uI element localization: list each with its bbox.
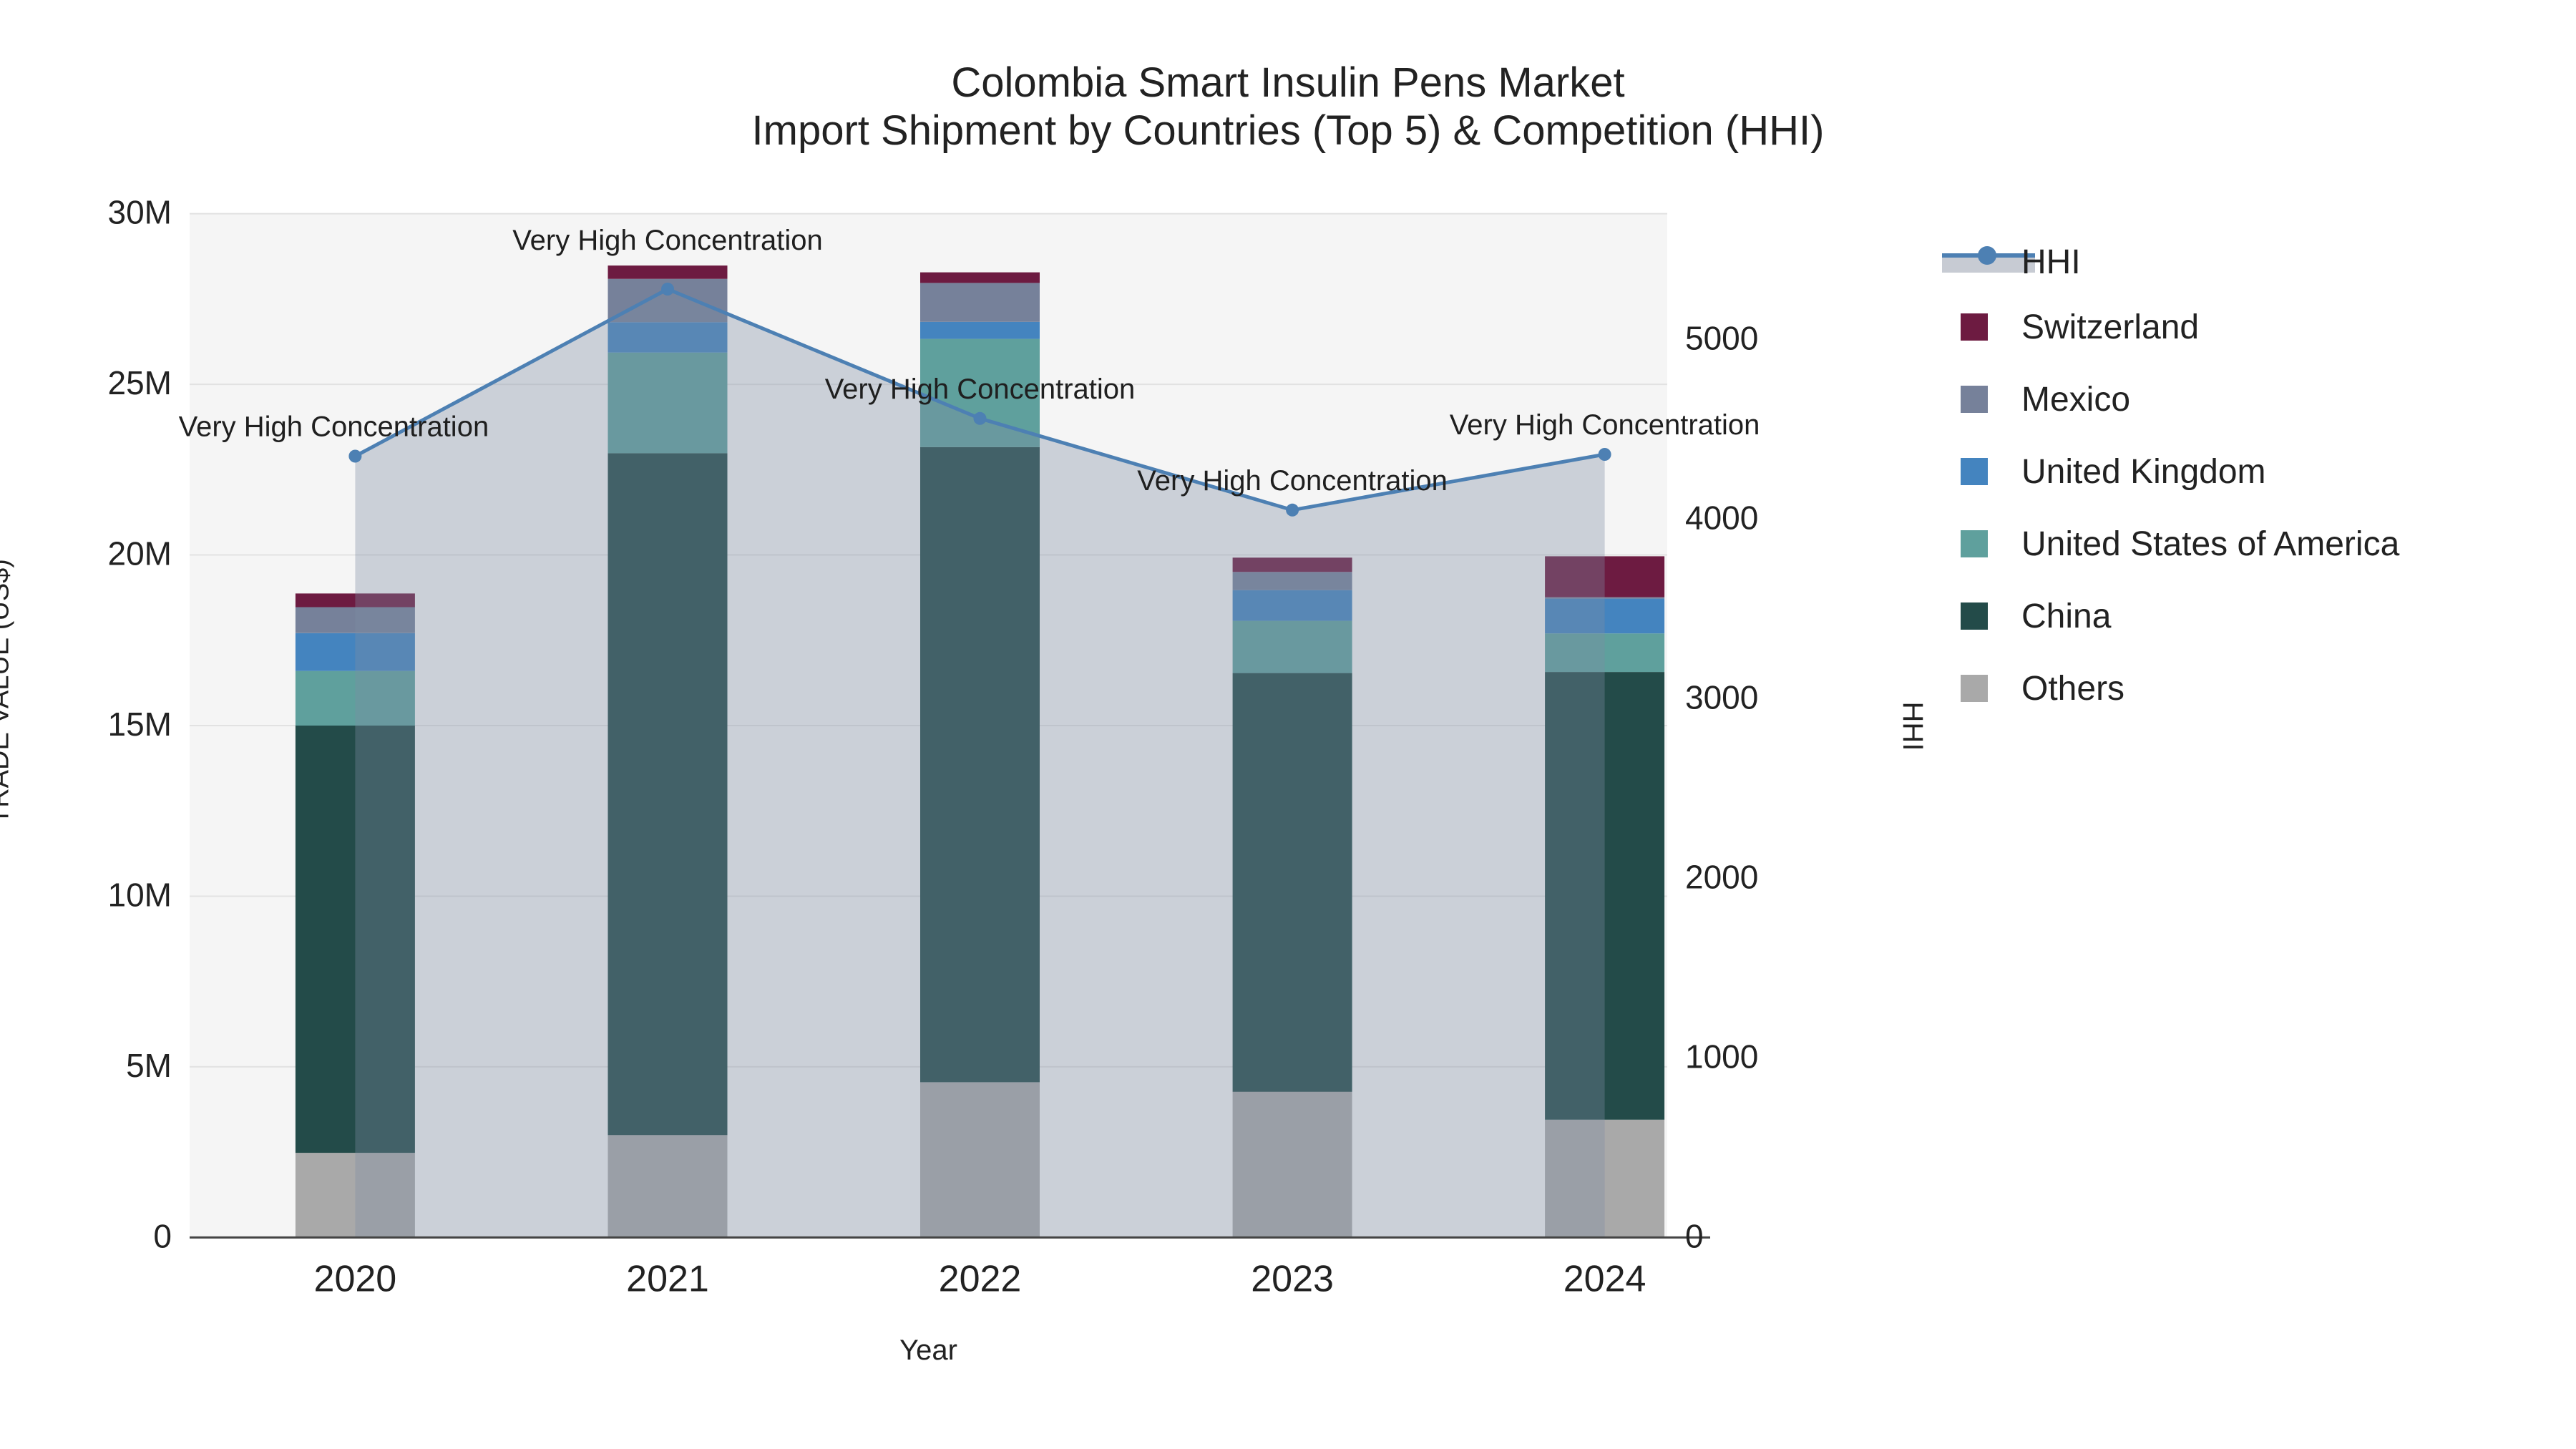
svg-text:15M: 15M bbox=[108, 706, 172, 743]
svg-text:2022: 2022 bbox=[939, 1258, 1022, 1299]
svg-text:Very High Concentration: Very High Concentration bbox=[1137, 465, 1448, 497]
svg-text:United States of America: United States of America bbox=[2021, 525, 2400, 563]
svg-text:1000: 1000 bbox=[1685, 1038, 1758, 1075]
svg-text:4000: 4000 bbox=[1685, 499, 1758, 536]
svg-text:HHI: HHI bbox=[1897, 702, 1928, 751]
svg-text:10M: 10M bbox=[108, 877, 172, 914]
svg-text:2021: 2021 bbox=[626, 1258, 709, 1299]
svg-text:25M: 25M bbox=[108, 364, 172, 401]
svg-text:20M: 20M bbox=[108, 535, 172, 572]
svg-text:0: 0 bbox=[153, 1217, 172, 1254]
svg-text:Mexico: Mexico bbox=[2021, 381, 2130, 419]
svg-text:Switzerland: Switzerland bbox=[2021, 308, 2199, 346]
svg-text:China: China bbox=[2021, 597, 2112, 635]
svg-text:30M: 30M bbox=[108, 194, 172, 231]
svg-text:3000: 3000 bbox=[1685, 678, 1758, 716]
svg-text:Very High Concentration: Very High Concentration bbox=[512, 225, 823, 256]
svg-text:Very High Concentration: Very High Concentration bbox=[1450, 409, 1760, 441]
svg-text:Others: Others bbox=[2021, 670, 2124, 708]
svg-text:5M: 5M bbox=[126, 1047, 172, 1084]
svg-text:2000: 2000 bbox=[1685, 858, 1758, 895]
svg-text:2024: 2024 bbox=[1563, 1258, 1646, 1299]
svg-text:Very High Concentration: Very High Concentration bbox=[179, 411, 489, 443]
svg-text:United Kingdom: United Kingdom bbox=[2021, 453, 2266, 491]
svg-text:HHI: HHI bbox=[2021, 243, 2081, 281]
svg-text:Very High Concentration: Very High Concentration bbox=[825, 374, 1136, 405]
svg-text:5000: 5000 bbox=[1685, 319, 1758, 356]
svg-text:2020: 2020 bbox=[314, 1258, 397, 1299]
svg-text:0: 0 bbox=[1685, 1217, 1704, 1254]
svg-text:2023: 2023 bbox=[1251, 1258, 1334, 1299]
